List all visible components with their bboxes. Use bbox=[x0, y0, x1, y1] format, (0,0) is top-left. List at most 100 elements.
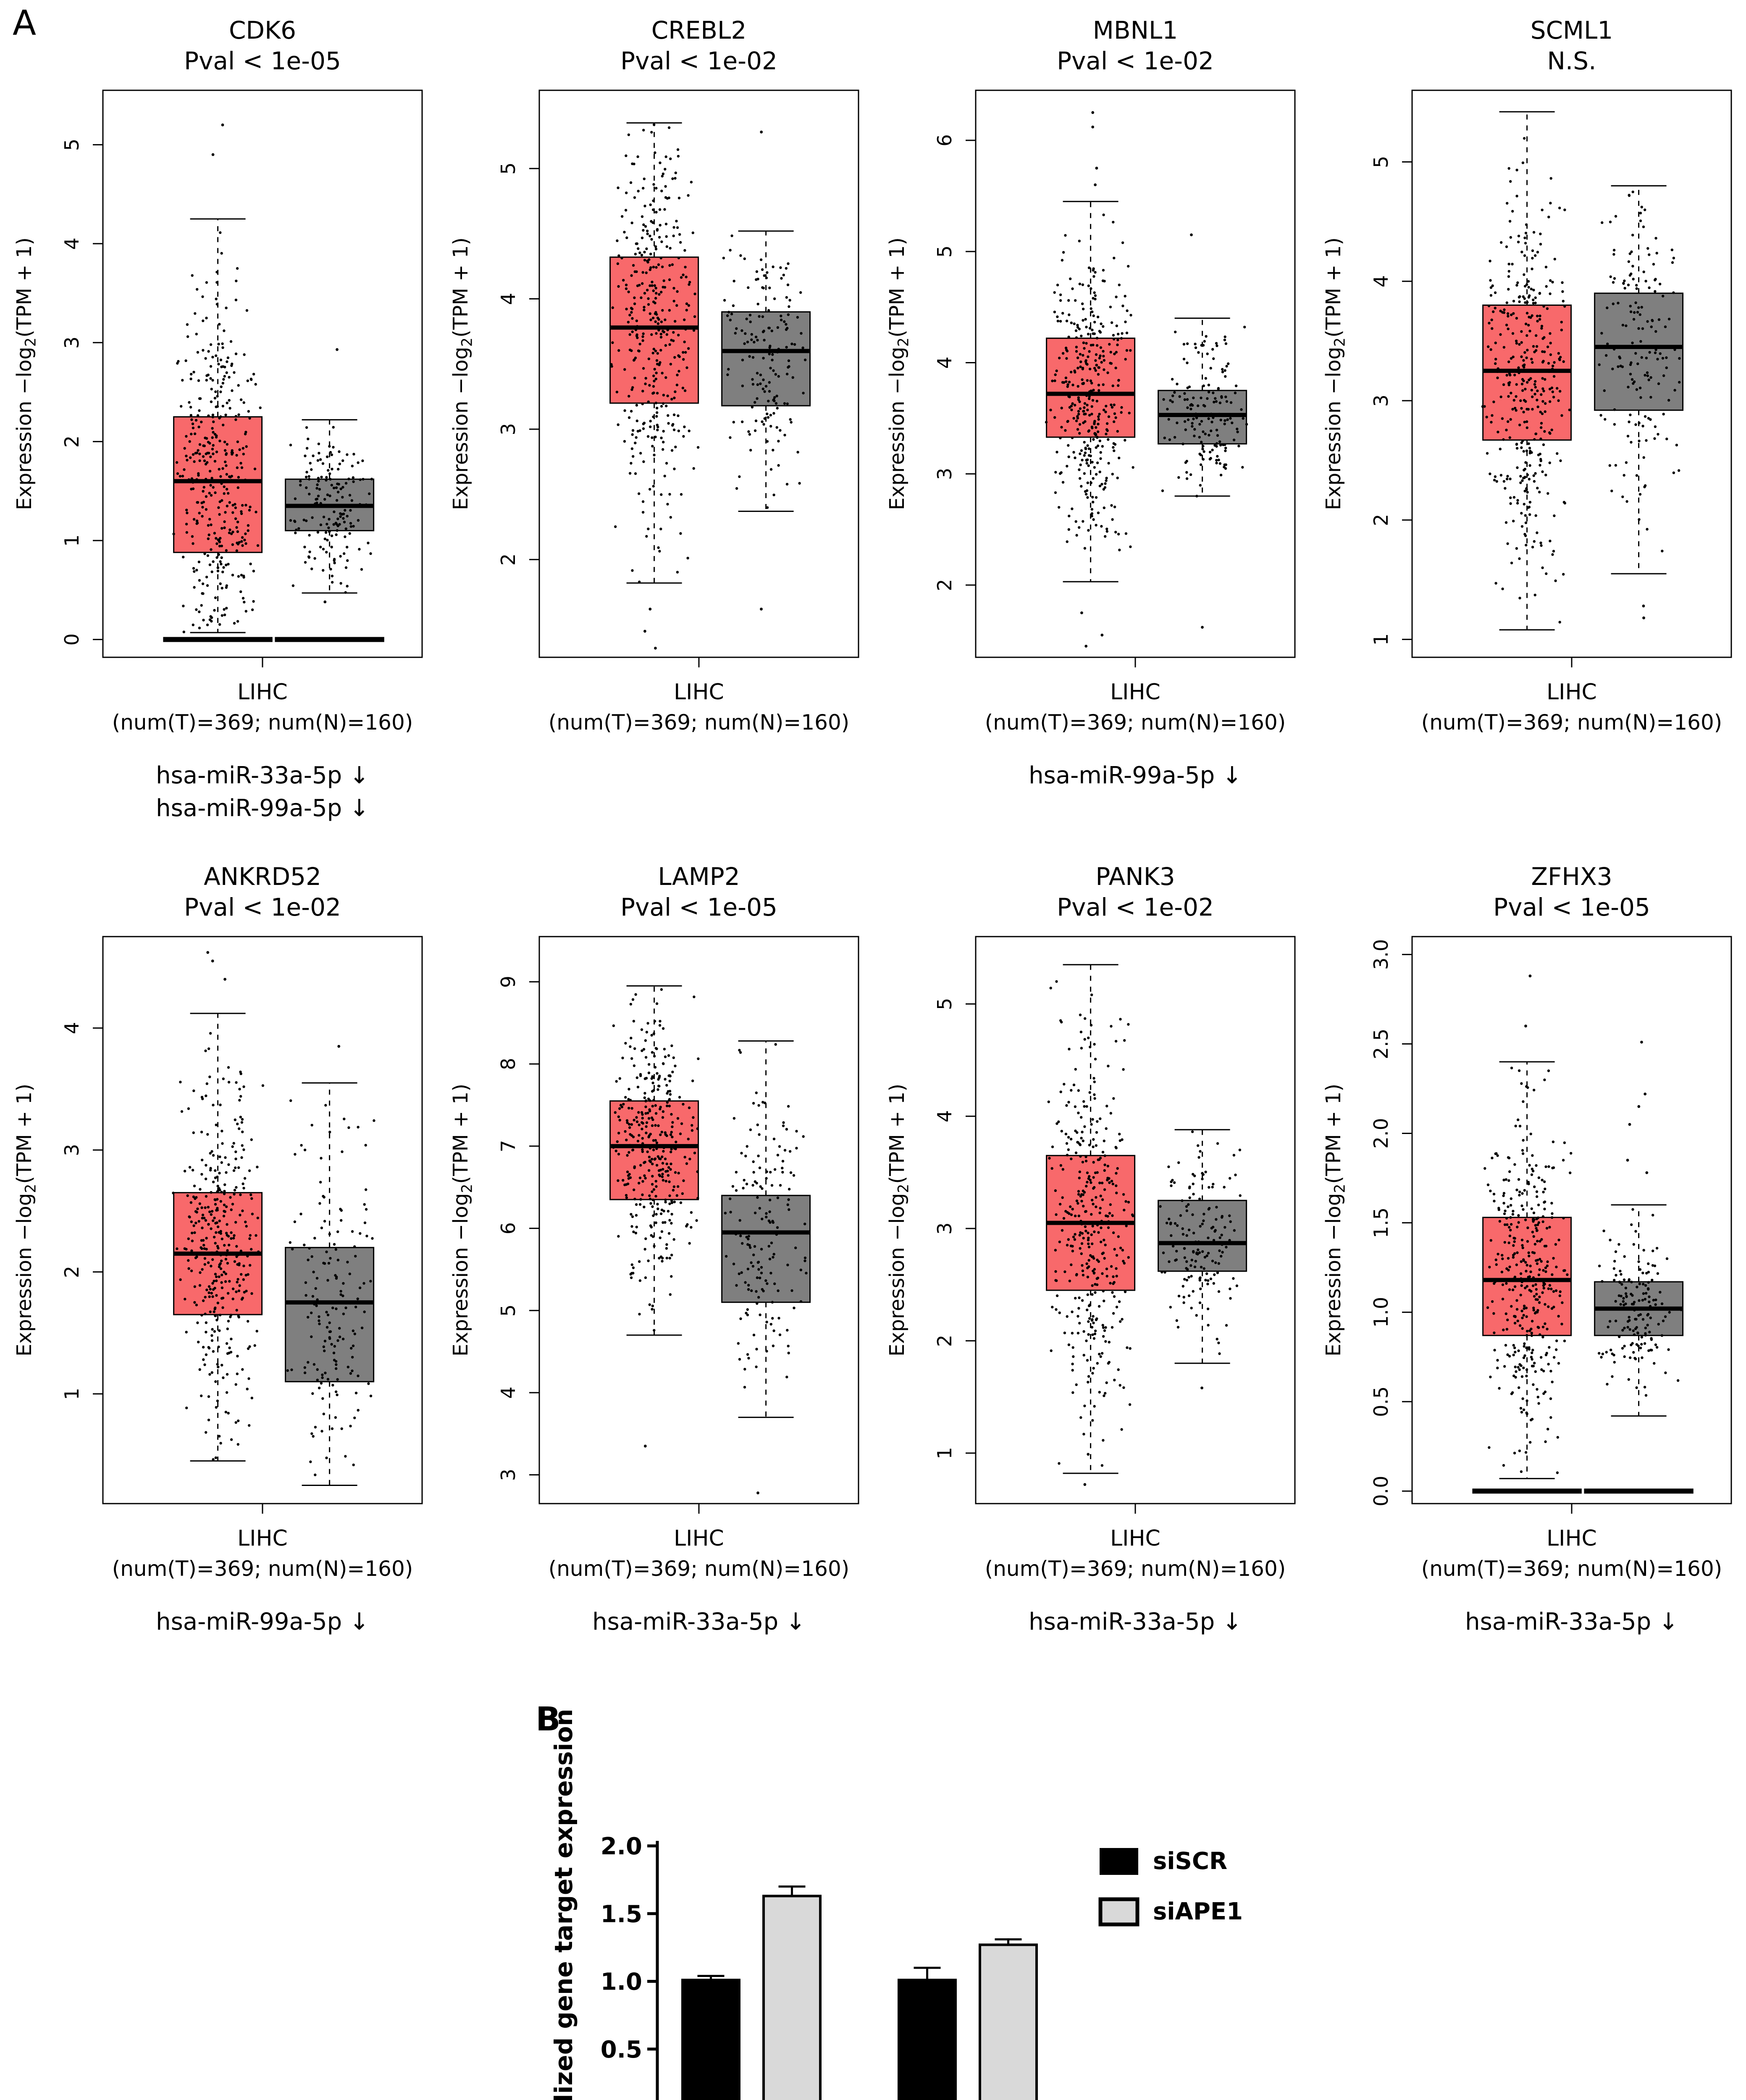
mir-label: hsa-miR-33a-5p ↓ bbox=[1029, 1608, 1242, 1635]
y-tick-label: 7 bbox=[497, 1140, 520, 1152]
sample-size-label: (num(T)=369; num(N)=160) bbox=[112, 710, 413, 735]
y-axis-label: relative normalized gene target expressi… bbox=[549, 1709, 578, 2100]
y-tick-label: 3.0 bbox=[1370, 939, 1392, 970]
plot-title: ANKRD52 bbox=[204, 862, 321, 891]
y-tick-label: 3 bbox=[60, 1144, 83, 1156]
plot-title: CDK6 bbox=[229, 16, 296, 45]
outlier-point bbox=[1628, 1123, 1631, 1126]
y-tick-label: 6 bbox=[933, 134, 956, 146]
plot-title: MBNL1 bbox=[1093, 16, 1178, 45]
normal-box bbox=[721, 1194, 811, 1303]
y-tick-label: 5 bbox=[933, 245, 956, 257]
y-tick-label: 5 bbox=[933, 998, 956, 1010]
tumor-group bbox=[609, 122, 700, 650]
normal-box bbox=[1158, 390, 1247, 445]
y-tick-label: 2 bbox=[497, 554, 520, 566]
normal-group bbox=[721, 130, 811, 611]
y-tick-label: 1 bbox=[60, 534, 83, 546]
outlier-point bbox=[1094, 183, 1097, 186]
x-group-label: LIHC bbox=[1546, 680, 1597, 705]
jitter-points bbox=[1161, 326, 1248, 498]
sample-size-label: (num(T)=369; num(N)=160) bbox=[985, 1557, 1286, 1581]
sample-size-label: (num(T)=369; num(N)=160) bbox=[1421, 1557, 1722, 1581]
normal-group bbox=[721, 1040, 811, 1494]
legend-label-siSCR: siSCR bbox=[1153, 1848, 1227, 1875]
outlier-point bbox=[1200, 1386, 1203, 1390]
normal-box bbox=[1158, 1200, 1247, 1272]
y-tick-label: 1.0 bbox=[601, 1969, 642, 1996]
mir-label: hsa-miR-33a-5p ↓ bbox=[156, 762, 369, 789]
legend-swatch-siAPE1 bbox=[1098, 1897, 1139, 1927]
y-tick-label: 2 bbox=[933, 1335, 956, 1347]
plot-subtitle: Pval < 1e-05 bbox=[184, 47, 341, 75]
y-tick-label: 2 bbox=[933, 579, 956, 591]
y-tick-label: 1 bbox=[1370, 633, 1392, 646]
plot-frame bbox=[102, 89, 423, 658]
tumor-group bbox=[163, 123, 273, 642]
plot-subtitle: Pval < 1e-02 bbox=[184, 893, 341, 921]
bar-siSCR-LAMP2 bbox=[898, 1979, 957, 2100]
normal-group bbox=[275, 348, 384, 642]
tumor-group bbox=[609, 985, 700, 1448]
tumor-box bbox=[609, 256, 699, 404]
plot-subtitle: Pval < 1e-02 bbox=[1057, 47, 1214, 75]
jitter-points bbox=[610, 123, 700, 583]
zero-value-line bbox=[163, 637, 273, 642]
outlier-point bbox=[654, 646, 657, 650]
y-axis-label: Expression −log2(TPM + 1) bbox=[13, 237, 39, 510]
y-tick-label: 0 bbox=[60, 633, 83, 646]
mir-label: hsa-miR-99a-5p ↓ bbox=[156, 1608, 369, 1635]
y-axis-label: Expression −log2(TPM + 1) bbox=[449, 1084, 476, 1357]
sample-size-label: (num(T)=369; num(N)=160) bbox=[985, 710, 1286, 735]
y-tick-label: 4 bbox=[1370, 275, 1392, 287]
outlier-point bbox=[221, 123, 224, 126]
y-tick-label: 4 bbox=[497, 1386, 520, 1399]
tumor-group bbox=[172, 951, 265, 1462]
normal-box bbox=[285, 1247, 375, 1383]
plot-subtitle: Pval < 1e-05 bbox=[1493, 893, 1650, 921]
bar-siAPE1-CDK6 bbox=[762, 1895, 822, 2100]
y-tick-label: 2 bbox=[1370, 514, 1392, 526]
y-tick-label: 1.0 bbox=[1370, 1297, 1392, 1328]
plot-title: LAMP2 bbox=[658, 862, 740, 891]
sample-size-label: (num(T)=369; num(N)=160) bbox=[549, 1557, 850, 1581]
y-tick-label: 3 bbox=[60, 336, 83, 349]
outlier-point bbox=[211, 959, 214, 963]
jitter-points bbox=[722, 234, 807, 509]
mir-label: hsa-miR-33a-5p ↓ bbox=[592, 1608, 806, 1635]
normal-box bbox=[1594, 292, 1684, 411]
tumor-box bbox=[1046, 337, 1136, 438]
outlier-point bbox=[1626, 1158, 1629, 1162]
outlier-point bbox=[643, 630, 646, 633]
zero-value-line bbox=[1584, 1488, 1693, 1494]
plot-title: ZFHX3 bbox=[1531, 862, 1612, 891]
plot-subtitle: Pval < 1e-02 bbox=[1057, 893, 1214, 921]
y-tick-label: 0.0 bbox=[1370, 1476, 1392, 1507]
jitter-points bbox=[286, 1099, 375, 1476]
plot-subtitle: Pval < 1e-02 bbox=[620, 47, 777, 75]
x-group-label: LIHC bbox=[237, 680, 288, 705]
y-tick-label: 6 bbox=[497, 1222, 520, 1234]
x-group-label: LIHC bbox=[1546, 1526, 1597, 1551]
y-tick-label: 4 bbox=[60, 1022, 83, 1034]
tumor-group bbox=[1046, 964, 1136, 1486]
y-tick-label: 1.5 bbox=[1370, 1208, 1392, 1238]
outlier-point bbox=[1524, 1024, 1527, 1028]
bar-siAPE1-LAMP2 bbox=[979, 1943, 1038, 2100]
outlier-point bbox=[206, 951, 210, 954]
sample-size-label: (num(T)=369; num(N)=160) bbox=[549, 710, 850, 735]
outlier-point bbox=[1640, 1040, 1643, 1044]
outlier-point bbox=[760, 130, 763, 134]
tumor-group bbox=[1045, 111, 1136, 648]
mir-label: hsa-miR-99a-5p ↓ bbox=[156, 795, 369, 822]
legend-label-siAPE1: siAPE1 bbox=[1153, 1898, 1243, 1925]
zero-value-line bbox=[1472, 1488, 1582, 1494]
plot-title: CREBL2 bbox=[651, 16, 746, 45]
y-tick-label: 8 bbox=[497, 1058, 520, 1070]
outlier-point bbox=[1637, 1105, 1641, 1108]
jitter-points bbox=[289, 426, 373, 594]
